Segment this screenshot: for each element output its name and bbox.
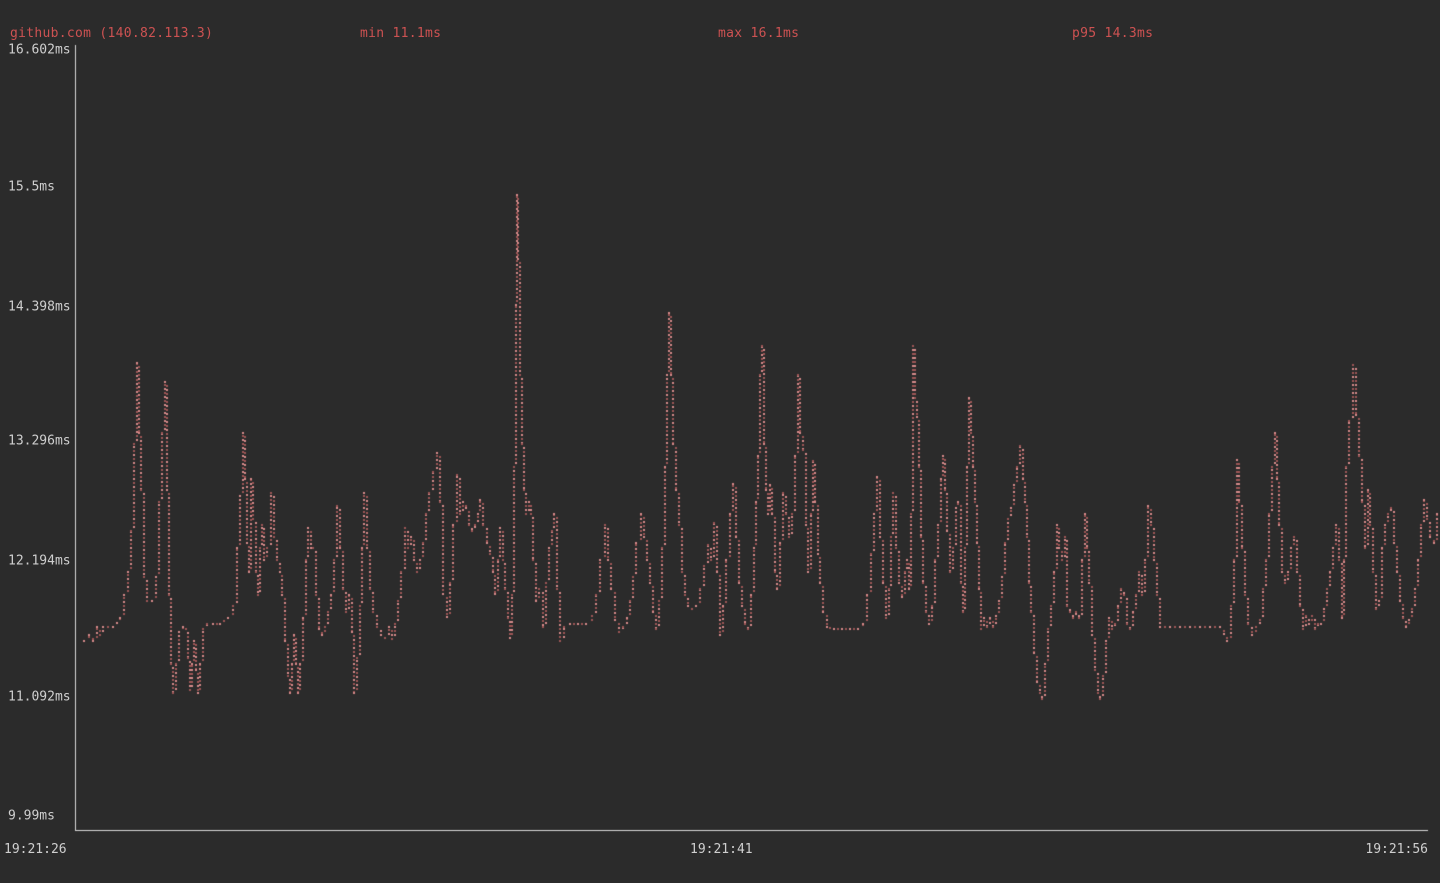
x-tick-label-mid: 19:21:41 bbox=[690, 842, 753, 857]
y-tick-label-14398: 14.398ms bbox=[8, 299, 71, 315]
y-tick-label-13296: 13.296ms bbox=[8, 433, 71, 449]
target-host-label: github.com (140.82.113.3) bbox=[10, 26, 214, 41]
x-tick-label-start: 19:21:26 bbox=[4, 842, 67, 857]
y-tick-label-16602: 16.602ms bbox=[8, 42, 71, 58]
y-tick-label-11092: 11.092ms bbox=[8, 689, 71, 705]
y-tick-label-999: 9.99ms bbox=[8, 808, 55, 824]
x-tick-label-end: 19:21:56 bbox=[1365, 842, 1428, 857]
stat-p95-label: p95 14.3ms bbox=[1072, 26, 1154, 41]
y-tick-label-12194: 12.194ms bbox=[8, 553, 71, 569]
y-tick-label-155: 15.5ms bbox=[8, 179, 55, 195]
stat-max-label: max 16.1ms bbox=[718, 26, 800, 41]
stat-min-label: min 11.1ms bbox=[360, 26, 442, 41]
